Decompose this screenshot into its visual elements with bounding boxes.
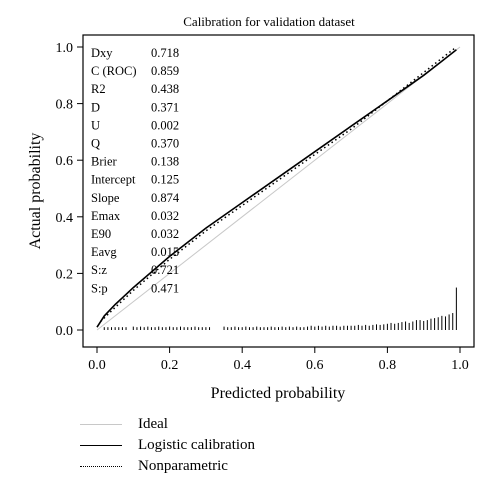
calibration-plot-svg: Calibration for validation dataset 0.0 0.…	[27, 14, 475, 402]
x-tick-label: 0.4	[233, 358, 251, 373]
legend-swatch-ideal	[80, 424, 122, 425]
stat-value: 0.874	[151, 191, 180, 205]
x-tick-label: 1.0	[451, 358, 469, 373]
x-tick-label: 0.6	[306, 358, 324, 373]
stat-value: 0.371	[151, 100, 179, 114]
stat-value: 0.002	[151, 118, 179, 132]
stat-value: 0.138	[151, 155, 179, 169]
stat-label: Intercept	[91, 173, 136, 187]
stat-label: Eavg	[91, 245, 117, 259]
x-tick-label: 0.2	[161, 358, 179, 373]
legend-swatch-logistic	[80, 445, 122, 446]
stat-label: R2	[91, 82, 106, 96]
stat-label: Slope	[91, 191, 120, 205]
stat-value: 0.370	[151, 137, 179, 151]
calibration-series	[96, 46, 461, 331]
y-tick-label: 0.2	[56, 267, 74, 282]
stat-value: 0.471	[151, 281, 179, 295]
plot-frame	[82, 34, 475, 348]
legend-label-logistic: Logistic calibration	[138, 437, 256, 453]
y-tick-label: 0.4	[56, 211, 74, 226]
stat-label: Brier	[91, 155, 118, 169]
y-tick-label: 1.0	[56, 41, 74, 56]
y-tick-label: 0.0	[56, 324, 74, 339]
legend-item-ideal: Ideal	[80, 414, 380, 435]
legend-swatch-nonparametric	[80, 466, 122, 467]
stat-value: 0.718	[151, 46, 179, 60]
rug-distribution	[103, 287, 457, 330]
series-line-logistic-calibration	[96, 49, 457, 328]
y-tick-label: 0.8	[56, 98, 74, 113]
stat-value: 0.015	[151, 245, 179, 259]
legend-item-logistic: Logistic calibration	[80, 435, 380, 456]
series-line-ideal	[96, 46, 461, 331]
stat-label: D	[91, 100, 100, 114]
stat-label: Q	[91, 137, 100, 151]
stat-label: E90	[91, 227, 111, 241]
series-line-nonparametric	[100, 46, 457, 323]
stat-label: Dxy	[91, 46, 113, 60]
y-tick-label: 0.6	[56, 154, 74, 169]
chart-title: Calibration for validation dataset	[183, 14, 355, 29]
legend: Ideal Logistic calibration Nonparametric	[80, 414, 380, 477]
y-axis-label: Actual probability	[27, 133, 44, 250]
stat-value: 0.859	[151, 64, 179, 78]
stat-value: 0.032	[151, 209, 179, 223]
legend-label-nonparametric: Nonparametric	[138, 458, 228, 474]
x-tick-label: 0.0	[88, 358, 106, 373]
stat-label: S:p	[91, 281, 108, 295]
stat-value: 0.032	[151, 227, 179, 241]
stat-value: 0.721	[151, 263, 179, 277]
x-axis-label: Predicted probability	[211, 385, 346, 402]
stat-value: 0.438	[151, 82, 179, 96]
axis-ticks: 0.0 0.2 0.4 0.6 0.8 1.0 0.0 0.2 0.4 0.6 0.8 1.0	[56, 41, 469, 373]
stat-value: 0.125	[151, 173, 179, 187]
stat-label: S:z	[91, 263, 107, 277]
x-tick-label: 0.8	[379, 358, 397, 373]
stat-label: C (ROC)	[91, 64, 137, 78]
legend-item-nonparametric: Nonparametric	[80, 456, 380, 477]
legend-label-ideal: Ideal	[138, 416, 168, 432]
stat-label: Emax	[91, 209, 121, 223]
stat-label: U	[91, 118, 100, 132]
stats-table: Dxy 0.718 C (ROC) 0.859 R2 0.438 D 0.371 U 0.002 Q…	[91, 46, 180, 295]
